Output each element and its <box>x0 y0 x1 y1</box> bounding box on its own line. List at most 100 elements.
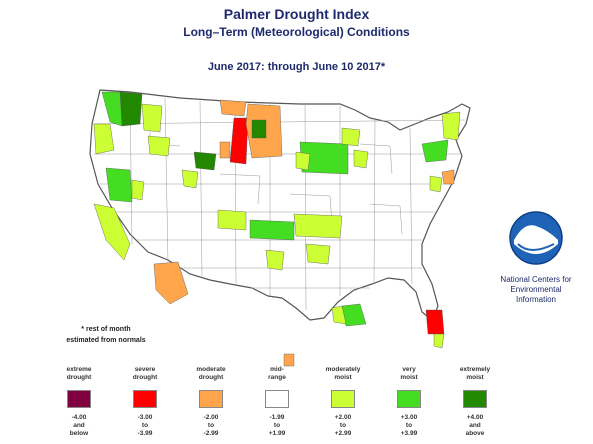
estimate-note-line2: estimated from normals <box>66 337 146 344</box>
legend-range-line2: and <box>73 422 85 429</box>
region-kansas-very-moist <box>249 219 295 241</box>
legend-label: very moist <box>378 366 440 390</box>
legend-range: -4.00 and below <box>48 414 110 438</box>
estimate-note-line1: * rest of month <box>81 326 131 333</box>
noaa-logo-icon <box>509 211 563 265</box>
region-virginia-moist <box>429 175 443 193</box>
region-idaho-moist <box>141 103 163 133</box>
legend-label-line1: extreme <box>66 366 92 373</box>
legend-label-line2: range <box>268 374 286 381</box>
region-washington-extremely-moist <box>119 91 143 127</box>
region-oklahoma-moist <box>305 243 331 265</box>
map-legend: extreme drought -4.00 and below severe d… <box>48 366 548 444</box>
legend-swatch <box>67 390 91 408</box>
legend-item: moderate drought -2.00 to -2.99 <box>180 366 242 438</box>
noaa-name-line1: National Centers for <box>500 275 572 284</box>
legend-range-line2: to <box>141 422 149 429</box>
region-oregon-moist <box>93 123 115 155</box>
region-idaho-moist-2 <box>147 135 171 157</box>
region-newyork-very-moist <box>421 139 449 163</box>
noaa-name-line2: Environmental <box>510 285 562 294</box>
region-montana-severe-drought <box>229 117 249 165</box>
map-title: Palmer Drought Index <box>223 6 370 22</box>
legend-range-line2: to <box>273 422 281 429</box>
region-montana-moderate-drought <box>219 99 247 117</box>
legend-range-line3: below <box>69 430 89 437</box>
legend-range-line1: -3.00 <box>137 414 153 421</box>
region-pennsylvania-moderate-drought <box>441 169 455 185</box>
legend-range-line3: above <box>465 430 485 437</box>
region-washington-very-moist <box>101 91 123 127</box>
region-texas-moderate-drought <box>283 353 295 367</box>
legend-range-line2: to <box>207 422 215 429</box>
region-dakotas-extreme-moist <box>251 119 267 139</box>
legend-item: moderately moist +2.00 to +2.99 <box>312 366 374 438</box>
legend-range: -1.99 to +1.99 <box>246 414 308 438</box>
legend-label: severe drought <box>114 366 176 390</box>
region-florida-moist <box>433 333 445 349</box>
legend-range-line3: -2.99 <box>203 430 219 437</box>
noaa-name: National Centers for Environmental Infor… <box>486 275 586 305</box>
region-wyoming-extreme-moist <box>193 151 217 171</box>
region-newengland-moist <box>441 111 461 141</box>
legend-range: +4.00 and above <box>444 414 506 438</box>
region-wyoming-moderate-drought <box>219 141 231 159</box>
legend-swatch <box>265 390 289 408</box>
estimate-note: * rest of month estimated from normals <box>46 324 166 346</box>
region-florida-severe-drought <box>425 309 445 335</box>
legend-label-line1: very <box>402 366 416 373</box>
legend-range-line1: -1.99 <box>269 414 285 421</box>
legend-swatch <box>463 390 487 408</box>
legend-range-line2: and <box>469 422 481 429</box>
legend-item: severe drought -3.00 to -3.99 <box>114 366 176 438</box>
legend-label: extreme drought <box>48 366 110 390</box>
legend-label-line2: drought <box>198 374 224 381</box>
legend-label-line1: severe <box>134 366 156 373</box>
region-california-moist <box>93 203 131 261</box>
legend-label: moderate drought <box>180 366 242 390</box>
region-nevada-very-moist <box>105 167 133 203</box>
legend-item: mid- range -1.99 to +1.99 <box>246 366 308 438</box>
legend-item: extremely moist +4.00 and above <box>444 366 506 438</box>
legend-label-line1: moderately <box>325 366 361 373</box>
region-wyoming-moist <box>181 169 199 189</box>
legend-label: mid- range <box>246 366 308 390</box>
legend-swatch <box>331 390 355 408</box>
region-colorado-moist <box>217 209 247 231</box>
legend-range: -3.00 to -3.99 <box>114 414 176 438</box>
legend-range-line2: to <box>339 422 347 429</box>
legend-range-line1: -2.00 <box>203 414 219 421</box>
region-wisconsin-moist <box>341 127 361 147</box>
legend-range-line3: +1.99 <box>268 430 286 437</box>
legend-swatch <box>199 390 223 408</box>
region-iowa-moist <box>295 151 311 171</box>
region-missouri-moist <box>293 213 343 239</box>
legend-range: +3.00 to +3.99 <box>378 414 440 438</box>
legend-label-line2: drought <box>66 374 92 381</box>
region-arizona-moderate-drought <box>153 261 189 305</box>
legend-range: +2.00 to +2.99 <box>312 414 374 438</box>
map-subtitle: Long–Term (Meteorological) Conditions <box>183 25 410 39</box>
legend-range-line1: -4.00 <box>71 414 87 421</box>
legend-range-line3: +2.99 <box>334 430 352 437</box>
region-texas-panhandle-moist <box>265 249 285 271</box>
legend-range-line2: to <box>405 422 413 429</box>
legend-range-line3: -3.99 <box>137 430 153 437</box>
legend-label-line2: moist <box>334 374 352 381</box>
region-nevada-moist <box>131 179 145 201</box>
legend-range-line1: +4.00 <box>466 414 484 421</box>
us-map-svg <box>89 89 471 367</box>
legend-range-line3: +3.99 <box>400 430 418 437</box>
legend-range-line1: +2.00 <box>334 414 352 421</box>
noaa-block: National Centers for Environmental Infor… <box>486 210 586 305</box>
us-map <box>70 84 490 374</box>
noaa-name-line3: Information <box>515 295 557 304</box>
legend-range-line1: +3.00 <box>400 414 418 421</box>
legend-swatch <box>133 390 157 408</box>
legend-label-line1: moderate <box>196 366 226 373</box>
legend-label-line1: extremely <box>459 366 491 373</box>
map-period: June 2017: through June 10 2017* <box>207 61 386 73</box>
legend-item: extreme drought -4.00 and below <box>48 366 110 438</box>
legend-item: very moist +3.00 to +3.99 <box>378 366 440 438</box>
legend-label: extremely moist <box>444 366 506 390</box>
